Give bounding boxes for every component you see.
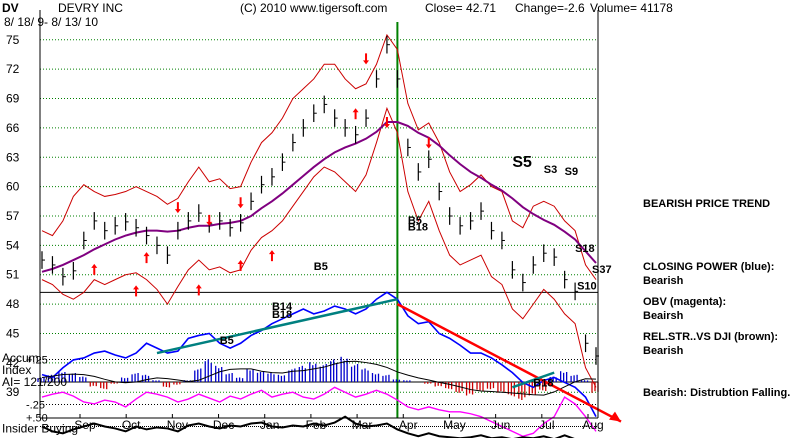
- price-tick-label: 51: [6, 268, 20, 282]
- signal-label-s18: S18: [575, 243, 595, 255]
- price-tick-label: 69: [6, 92, 20, 106]
- closing-power-line: [41, 291, 597, 418]
- trendline-arrowhead: [609, 411, 621, 422]
- signal-label-b5: B5: [408, 215, 422, 227]
- accum-tick-plus: +.25: [26, 355, 48, 367]
- signal-label-s10: S10: [577, 280, 597, 292]
- distribution-annotation: Bearish: Distrubtion Falling.: [643, 387, 791, 399]
- signal-arrowhead: [195, 284, 202, 289]
- signal-label-s37: S37: [592, 264, 612, 276]
- price-tick-label: 57: [6, 209, 20, 223]
- signal-arrowhead: [237, 204, 244, 209]
- date-range: 8/ 18/ 9- 8/ 13/ 10: [4, 15, 99, 29]
- lower-band-line: [41, 106, 597, 388]
- signal-label-b18: B18: [272, 309, 292, 321]
- month-label: Jan: [260, 418, 279, 432]
- month-label: Oct: [122, 418, 141, 432]
- signal-arrowhead: [174, 209, 181, 214]
- price-tick-label: 72: [6, 62, 20, 76]
- closing-power-trendline-1: [156, 297, 398, 355]
- price-tick-label: 42: [6, 356, 20, 370]
- month-label: Jun: [491, 418, 510, 432]
- trend-annotation: BEARISH PRICE TREND: [643, 198, 771, 210]
- company-name: DEVRY INC: [58, 1, 123, 15]
- relstr-verdict: Bearish: [643, 345, 684, 357]
- upper-band-line: [41, 33, 597, 280]
- price-tick-label: 75: [6, 33, 20, 47]
- signal-label-b14: B14: [272, 301, 293, 313]
- label-layer: S5 S3 S9S18S37S10B5B5B5B18B14B18B18Insider…: [2, 53, 612, 435]
- change-value: Change=-2.6: [515, 1, 585, 15]
- obv-annotation: OBV (magenta):: [643, 296, 727, 308]
- closing-power-trendline-2: [511, 371, 555, 389]
- signal-arrowhead: [268, 250, 275, 255]
- copyright-text: (C) 2010 www.tigersoft.com: [240, 1, 388, 15]
- signal-arrowhead: [91, 263, 98, 268]
- month-label: Apr: [399, 418, 418, 432]
- series-layer: [41, 33, 622, 438]
- signal-label-s9: S9: [565, 166, 578, 178]
- signal-arrowhead: [383, 124, 390, 128]
- accum-tick-minus: -.25: [26, 400, 45, 412]
- signal-label-s5: S5: [512, 154, 532, 171]
- signal-arrowhead: [363, 60, 370, 65]
- bearish-trendline: [396, 302, 622, 423]
- price-tick-label: 66: [6, 121, 20, 135]
- moving-average-line: [41, 121, 597, 273]
- month-label: May: [443, 418, 466, 432]
- grid-layer: [40, 22, 598, 418]
- month-label: Dec: [213, 418, 234, 432]
- signal-label-s3: S3: [544, 164, 557, 176]
- price-tick-label: 39: [6, 385, 20, 399]
- signal-label-b18: B18: [408, 222, 428, 234]
- signal-arrowhead: [425, 144, 432, 149]
- close-value: Close= 42.71: [425, 1, 497, 15]
- ai-label: AI= 121/200: [2, 375, 67, 389]
- price-tick-label: 60: [6, 180, 20, 194]
- axis-layer: 75 72 69 66 63 60 57 54 51 48 45 42 39 Sep Oct Nov Dec Ja…: [6, 10, 604, 432]
- symbol-label: DV: [2, 1, 19, 15]
- signal-arrowhead: [352, 108, 359, 113]
- closing-power-verdict: Bearish: [643, 275, 684, 287]
- insider-buying-label: Insider Buying: [2, 421, 78, 435]
- plus50-label: +.50: [26, 412, 48, 424]
- month-label: Mar: [352, 418, 373, 432]
- closing-power-annotation: CLOSING POWER (blue):: [643, 261, 775, 273]
- month-label: Sep: [74, 418, 96, 432]
- month-label: Feb: [306, 418, 327, 432]
- index-label: Index: [2, 363, 31, 377]
- month-label: Nov: [167, 418, 188, 432]
- obv-verdict: Beairsh: [643, 310, 684, 322]
- signal-label-b18: B18: [533, 377, 553, 389]
- price-tick-label: 54: [6, 238, 20, 252]
- accum-label: Accum: [2, 351, 39, 365]
- month-label: Aug: [582, 418, 603, 432]
- signal-label-b5: B5: [314, 261, 328, 273]
- signal-arrowhead: [133, 285, 140, 290]
- signal-label-b5: B5: [220, 335, 234, 347]
- price-tick-label: 45: [6, 326, 20, 340]
- volume-value: Volume= 41178: [590, 1, 673, 15]
- accum-ma-line: [41, 360, 597, 396]
- price-tick-label: 48: [6, 297, 20, 311]
- obv-line: [41, 386, 597, 438]
- signal-arrowhead: [143, 252, 150, 257]
- relstr-annotation: REL.STR..VS DJI (brown):: [643, 331, 779, 343]
- price-tick-label: 63: [6, 150, 20, 164]
- month-label: Jul: [539, 418, 554, 432]
- signal-arrowhead: [206, 221, 213, 226]
- signal-arrowhead: [237, 259, 244, 264]
